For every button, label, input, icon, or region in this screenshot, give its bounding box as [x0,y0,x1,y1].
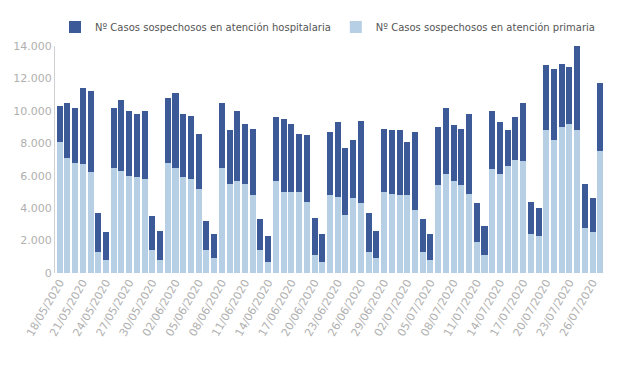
svg-text:0: 0 [45,267,52,280]
svg-text:8.000: 8.000 [20,137,52,150]
svg-text:27/05/2020: 27/05/2020 [94,277,137,338]
svg-text:21/05/2020: 21/05/2020 [47,277,90,338]
svg-text:05/07/2020: 05/07/2020 [395,277,438,338]
svg-text:08/07/2020: 08/07/2020 [418,277,461,338]
svg-text:Nº Casos sospechosos en atenci: Nº Casos sospechosos en atención hospita… [95,22,331,33]
svg-text:02/07/2020: 02/07/2020 [372,277,415,338]
svg-text:11/06/2020: 11/06/2020 [209,277,252,338]
svg-text:11/07/2020: 11/07/2020 [441,277,484,338]
svg-text:29/06/2020: 29/06/2020 [348,277,391,338]
svg-text:26/06/2020: 26/06/2020 [325,277,368,338]
svg-text:30/05/2020: 30/05/2020 [117,277,160,338]
svg-text:10.000: 10.000 [13,105,52,118]
svg-text:17/07/2020: 17/07/2020 [488,277,531,338]
svg-text:14/06/2020: 14/06/2020 [233,277,276,338]
svg-text:20/06/2020: 20/06/2020 [279,277,322,338]
svg-text:17/06/2020: 17/06/2020 [256,277,299,338]
svg-text:2.000: 2.000 [20,234,52,247]
svg-text:02/06/2020: 02/06/2020 [140,277,183,338]
svg-text:05/06/2020: 05/06/2020 [163,277,206,338]
svg-text:14.000: 14.000 [13,40,52,53]
svg-text:18/05/2020: 18/05/2020 [24,277,67,338]
svg-text:20/07/2020: 20/07/2020 [511,277,554,338]
svg-text:26/07/2020: 26/07/2020 [557,277,600,338]
svg-text:23/06/2020: 23/06/2020 [302,277,345,338]
svg-text:Nº Casos sospechosos en atenci: Nº Casos sospechosos en atención primari… [376,22,595,33]
svg-text:23/07/2020: 23/07/2020 [534,277,577,338]
svg-text:4.000: 4.000 [20,202,52,215]
svg-text:12.000: 12.000 [13,72,52,85]
svg-text:14/07/2020: 14/07/2020 [464,277,507,338]
svg-text:6.000: 6.000 [20,170,52,183]
svg-text:24/05/2020: 24/05/2020 [70,277,113,338]
svg-text:08/06/2020: 08/06/2020 [186,277,229,338]
